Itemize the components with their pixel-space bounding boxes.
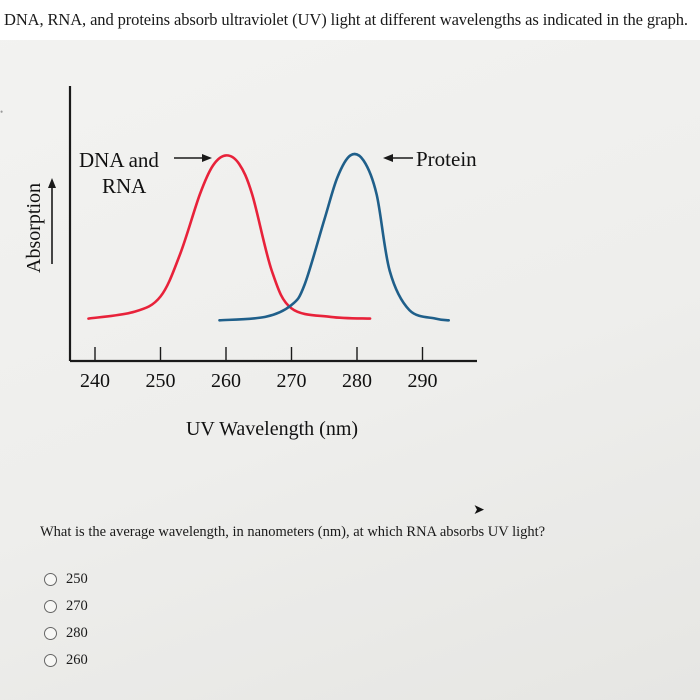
prompt-text: What is the average wavelength, in nanom…	[40, 524, 546, 540]
x-tick-label: 260	[211, 370, 241, 392]
answer-option-label: 250	[66, 571, 88, 587]
dna-rna-label-line1: DNA and	[79, 148, 159, 172]
chart-annotations: DNA and RNA Protein	[79, 147, 477, 198]
x-tick-label: 240	[80, 370, 110, 392]
question-text: DNA, RNA, and proteins absorb ultraviole…	[4, 10, 688, 29]
protein-arrowhead	[383, 154, 393, 162]
x-axis-label: UV Wavelength (nm)	[186, 418, 358, 440]
x-ticks: 240 250 260 270 280 290	[80, 347, 438, 392]
question-header: DNA, RNA, and proteins absorb ultraviole…	[0, 0, 700, 40]
answer-option-260[interactable]: 260	[44, 647, 88, 674]
radio-button[interactable]	[44, 600, 57, 613]
mouse-cursor-icon: ➤	[473, 502, 485, 518]
answer-option-label: 270	[66, 598, 88, 614]
dna-rna-arrowhead	[202, 154, 212, 162]
dna-rna-curve	[87, 154, 372, 320]
dna-rna-label-line2: RNA	[102, 174, 147, 198]
answer-option-label: 280	[66, 625, 88, 641]
left-edge-mark: •	[0, 108, 4, 117]
answer-option-280[interactable]: 280	[44, 620, 88, 647]
protein-label: Protein	[416, 147, 477, 171]
chart-axes	[68, 86, 477, 363]
answer-options: 250 270 280 260	[44, 566, 88, 674]
answer-option-label: 260	[66, 652, 88, 668]
y-axis-arrowhead	[48, 178, 56, 188]
x-tick-label: 270	[277, 370, 307, 392]
chart-curves	[87, 152, 450, 322]
radio-button[interactable]	[44, 654, 57, 667]
answer-option-250[interactable]: 250	[44, 566, 88, 593]
radio-button[interactable]	[44, 627, 57, 640]
protein-curve	[218, 152, 450, 322]
radio-button[interactable]	[44, 573, 57, 586]
y-axis-label: Absorption	[23, 183, 45, 273]
x-tick-label: 290	[408, 370, 438, 392]
answer-option-270[interactable]: 270	[44, 593, 88, 620]
x-tick-label: 280	[342, 370, 372, 392]
x-tick-label: 250	[146, 370, 176, 392]
